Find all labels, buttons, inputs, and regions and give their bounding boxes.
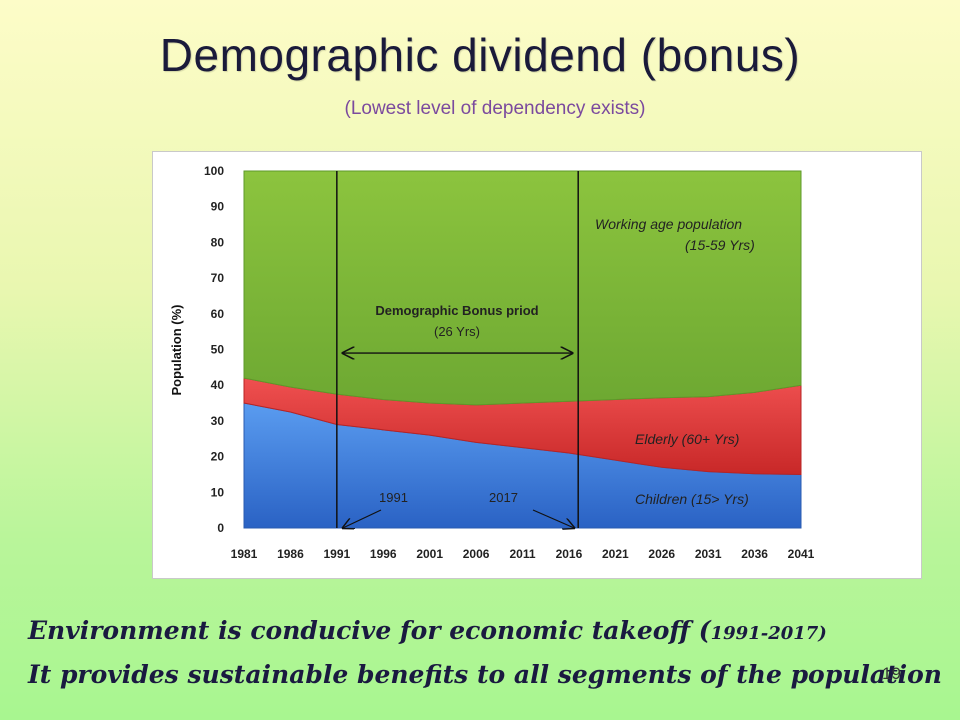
- y-tick-label: 70: [211, 271, 225, 285]
- area-working-age-population-15-59-yrs: [243, 170, 802, 406]
- y-tick-label: 40: [211, 378, 225, 392]
- x-tick-label: 1981: [231, 547, 258, 561]
- x-tick-label: 2026: [648, 547, 675, 561]
- y-tick-label: 10: [211, 485, 225, 499]
- footer-line-1-main: Environment is conducive for economic ta…: [28, 616, 711, 645]
- y-tick-label: 60: [211, 307, 225, 321]
- x-tick-label: 2006: [463, 547, 490, 561]
- y-tick-label: 90: [211, 200, 225, 214]
- population-area-chart: 0 10 20 30 40 50 60 70 80 90 100 1981 1986 1991 1996 2…: [169, 164, 815, 561]
- x-tick-label: 1996: [370, 547, 397, 561]
- annotation-elderly: Elderly (60+ Yrs): [635, 431, 739, 447]
- x-tick-label: 2001: [416, 547, 443, 561]
- marker-end-arrow: [532, 509, 574, 528]
- x-tick-label: 2036: [741, 547, 768, 561]
- x-tick-label: 2016: [556, 547, 583, 561]
- x-tick-label: 2041: [788, 547, 815, 561]
- annotation-children: Children (15> Yrs): [635, 491, 749, 507]
- footer-line-1: Environment is conducive for economic ta…: [28, 616, 827, 645]
- annotation-bonus-line1: Demographic Bonus priod: [375, 303, 538, 318]
- marker-start-arrow: [343, 509, 382, 528]
- x-tick-label: 2021: [602, 547, 629, 561]
- y-tick-label: 80: [211, 235, 225, 249]
- slide-subtitle: (Lowest level of dependency exists): [344, 98, 646, 119]
- y-tick-label: 100: [204, 164, 224, 178]
- x-tick-label: 2031: [695, 547, 722, 561]
- chart-container: 0 10 20 30 40 50 60 70 80 90 100 1981 1986 1991 1996 2…: [152, 151, 922, 579]
- annotation-marker-start: 1991: [379, 490, 408, 505]
- annotation-working-line2: (15-59 Yrs): [685, 237, 755, 253]
- y-tick-label: 0: [217, 521, 224, 535]
- footer-line-1-range: 1991-2017): [710, 623, 827, 644]
- footer-line-2: It provides sustainable benefits to all …: [28, 660, 942, 689]
- x-tick-label: 2011: [509, 547, 535, 561]
- slide-title: Demographic dividend (bonus): [159, 29, 801, 81]
- page-number: 19: [882, 664, 901, 683]
- y-tick-label: 30: [211, 414, 225, 428]
- x-tick-label: 1991: [323, 547, 350, 561]
- x-tick-label: 1986: [277, 547, 304, 561]
- y-tick-label: 20: [211, 450, 225, 464]
- annotation-bonus-line2: (26 Yrs): [434, 324, 480, 339]
- y-tick-label: 50: [211, 343, 225, 357]
- annotation-working-line1: Working age population: [595, 216, 742, 232]
- y-axis-label: Population (%): [169, 305, 184, 396]
- annotation-marker-end: 2017: [489, 490, 518, 505]
